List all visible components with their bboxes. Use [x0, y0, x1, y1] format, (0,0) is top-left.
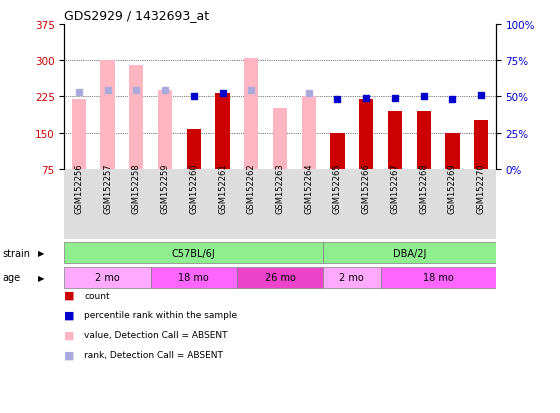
Text: DBA/2J: DBA/2J — [393, 248, 426, 258]
Text: ■: ■ — [64, 310, 75, 320]
Bar — [72, 100, 86, 169]
Bar — [417, 112, 431, 169]
Text: 18 mo: 18 mo — [423, 273, 454, 283]
Text: rank, Detection Call = ABSENT: rank, Detection Call = ABSENT — [84, 350, 223, 359]
Bar — [359, 100, 374, 169]
Text: count: count — [84, 291, 110, 300]
Text: ▶: ▶ — [38, 249, 45, 257]
Text: ■: ■ — [64, 290, 75, 300]
Bar — [244, 59, 259, 169]
Bar — [100, 61, 115, 169]
Text: percentile rank within the sample: percentile rank within the sample — [84, 311, 237, 320]
Text: 18 mo: 18 mo — [179, 273, 209, 283]
Bar — [330, 134, 345, 169]
Bar — [151, 268, 237, 288]
Bar — [302, 97, 316, 169]
Text: GDS2929 / 1432693_at: GDS2929 / 1432693_at — [64, 9, 209, 22]
Text: ▶: ▶ — [38, 273, 45, 282]
Text: C57BL/6J: C57BL/6J — [172, 248, 216, 258]
Bar — [381, 268, 496, 288]
Bar — [129, 66, 143, 169]
Text: 26 mo: 26 mo — [264, 273, 296, 283]
Text: 2 mo: 2 mo — [339, 273, 364, 283]
Bar — [215, 94, 230, 169]
Bar — [273, 109, 287, 169]
Text: value, Detection Call = ABSENT: value, Detection Call = ABSENT — [84, 330, 227, 339]
Text: age: age — [3, 273, 21, 283]
Bar — [474, 121, 488, 169]
Bar — [64, 243, 323, 263]
Bar — [186, 129, 201, 169]
Bar — [64, 268, 151, 288]
Text: strain: strain — [3, 248, 31, 258]
Bar — [445, 133, 460, 169]
Bar — [237, 268, 323, 288]
Text: ■: ■ — [64, 350, 75, 360]
Bar — [323, 243, 496, 263]
Bar — [158, 91, 172, 169]
Text: 2 mo: 2 mo — [95, 273, 120, 283]
Bar — [323, 268, 381, 288]
Text: ■: ■ — [64, 330, 75, 340]
Bar — [388, 112, 402, 169]
